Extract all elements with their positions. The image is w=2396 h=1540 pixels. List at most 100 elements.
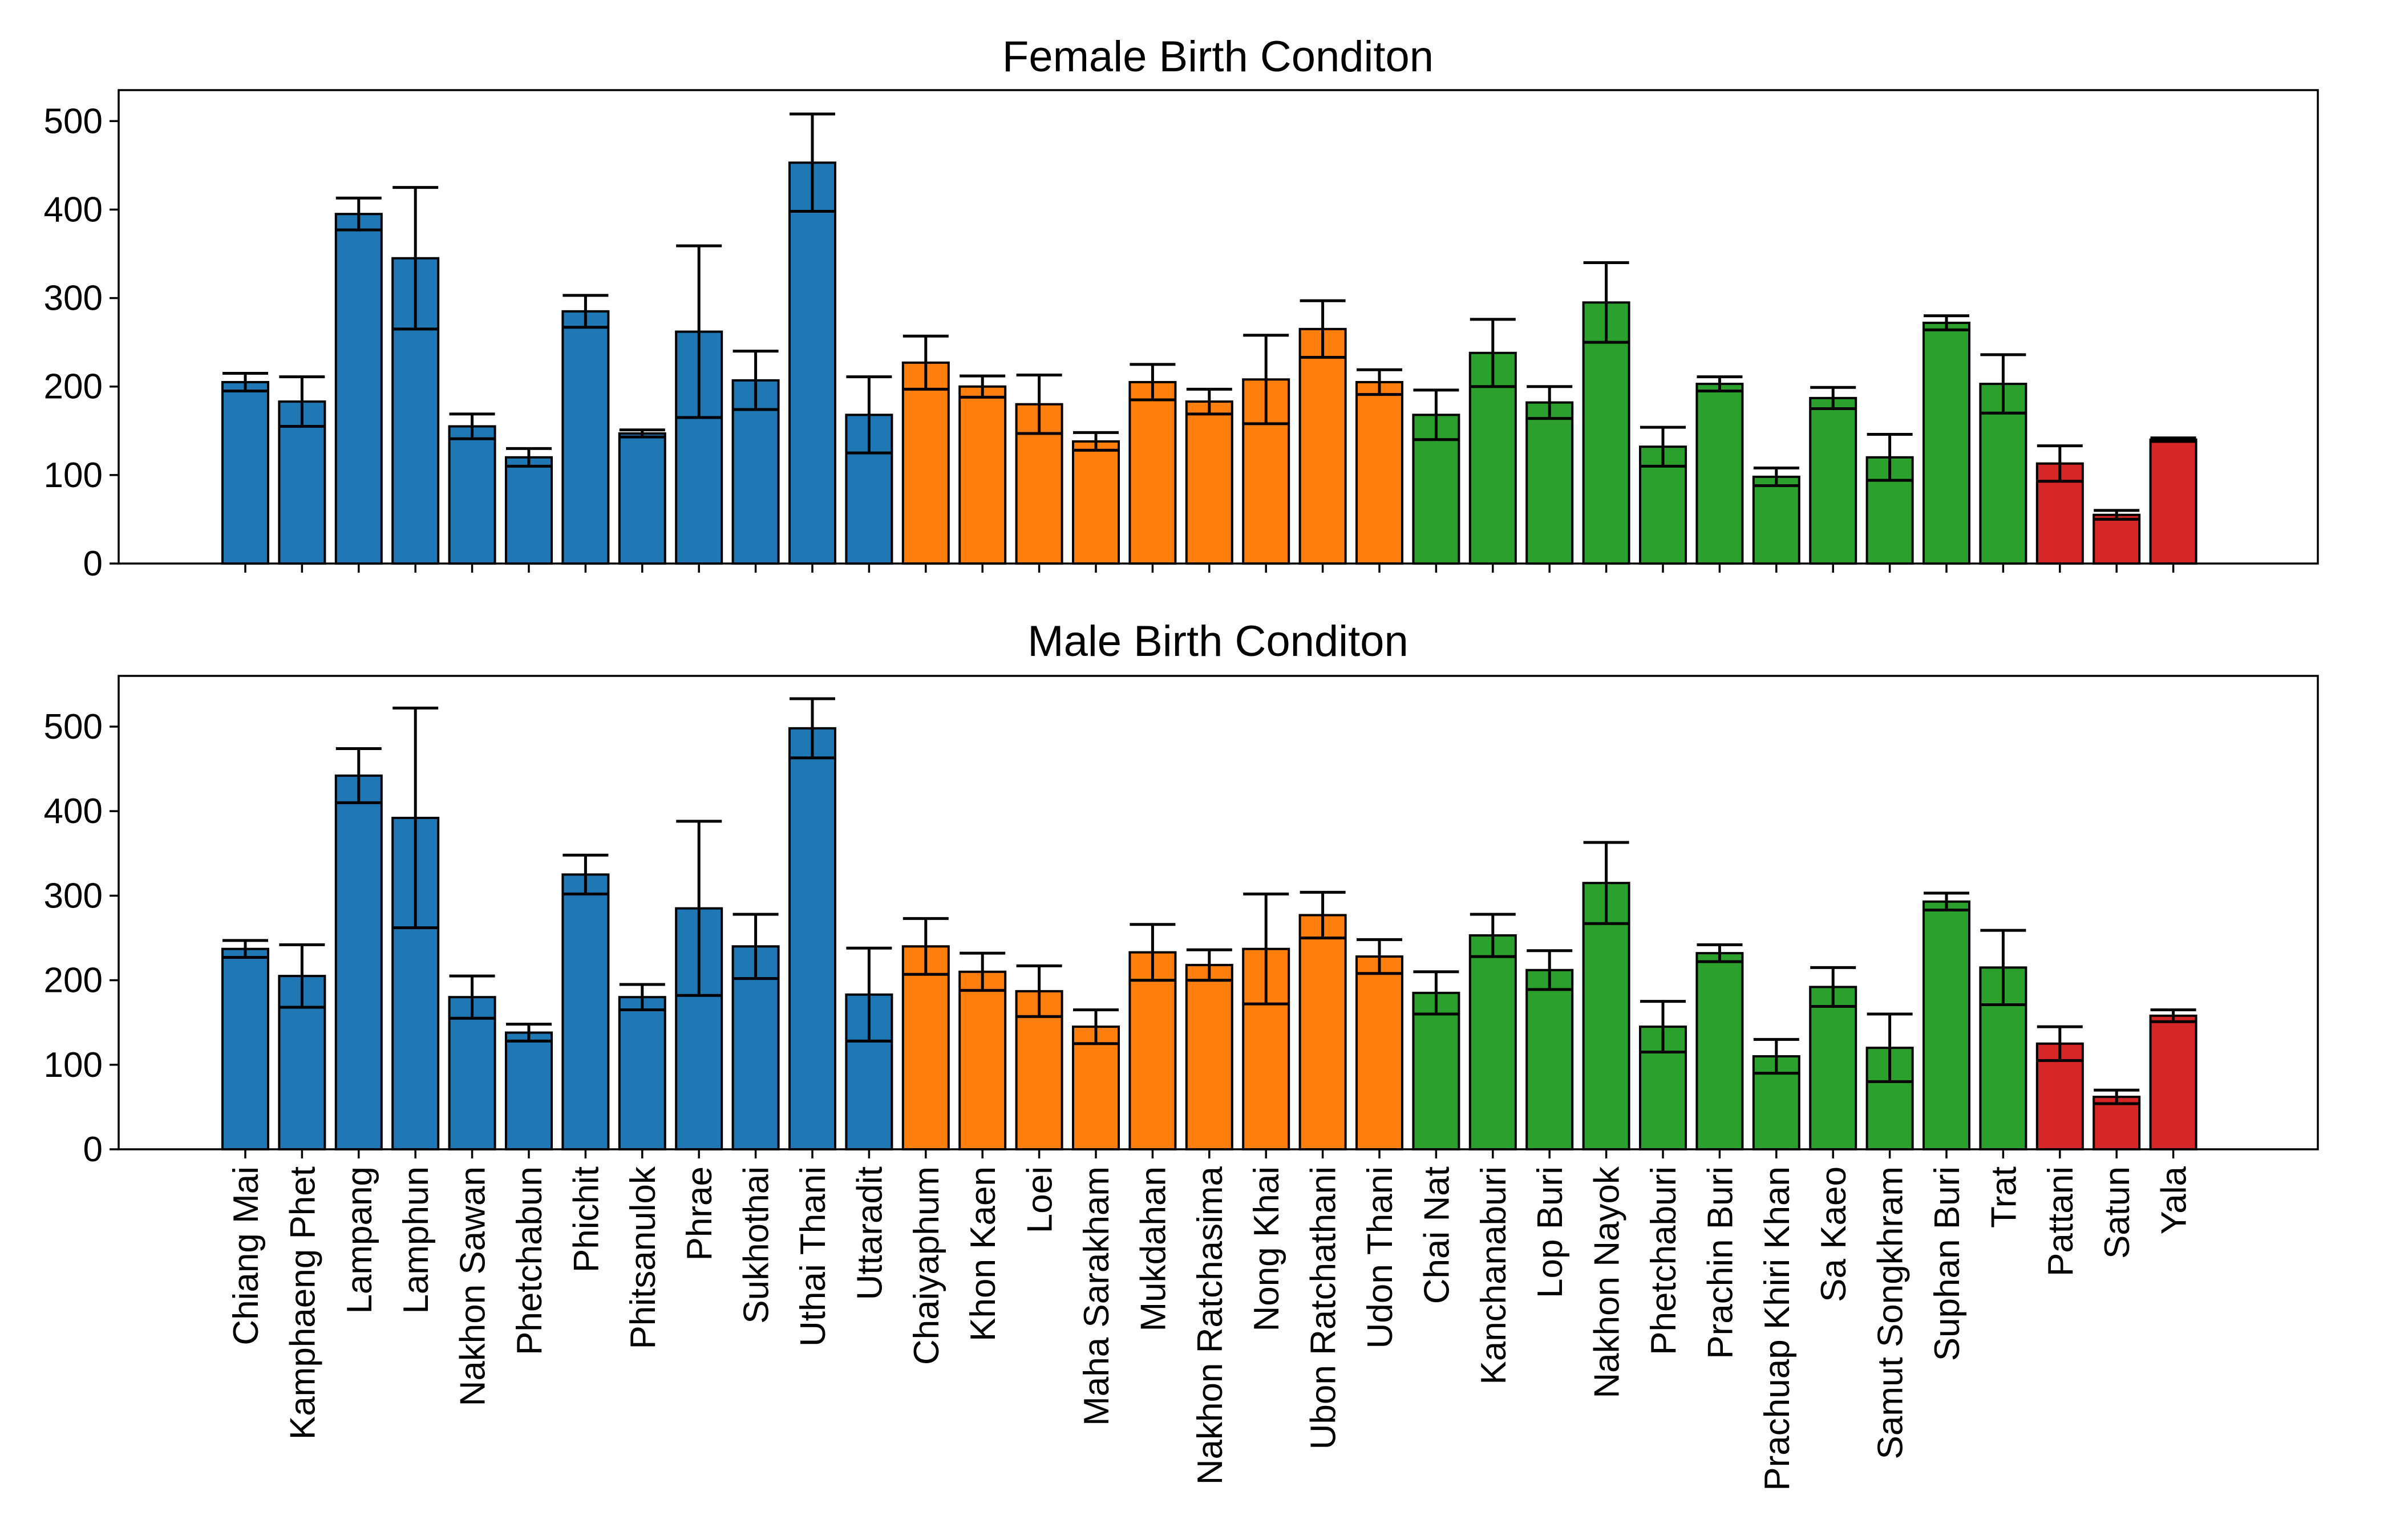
x-tick-label-phitsanulok: Phitsanulok bbox=[624, 1166, 663, 1349]
male-bar-lop-buri bbox=[1525, 968, 1574, 1151]
x-tick-label-satun: Satun bbox=[2098, 1166, 2137, 1259]
female-error-bar-sa-kaeo bbox=[1810, 386, 1856, 411]
female-error-bar-lop-buri bbox=[1527, 385, 1573, 420]
x-tick-label-sa-kaeo: Sa Kaeo bbox=[1814, 1166, 1853, 1302]
male-error-bar-trat bbox=[1980, 929, 2026, 1007]
female-error-bar-nong-khai bbox=[1243, 334, 1289, 425]
male-error-bar-kanchanaburi bbox=[1470, 913, 1516, 958]
male-error-bars bbox=[222, 697, 2196, 1105]
female-error-bar-chai-nat bbox=[1413, 388, 1459, 441]
female-error-bar-phichit bbox=[562, 294, 609, 329]
female-bar-khon-kaen bbox=[958, 385, 1007, 565]
male-error-bar-sukhothai bbox=[732, 913, 779, 980]
female-bar-chiang-mai bbox=[221, 380, 269, 565]
x-tick-label-uthai-thani: Uthai Thani bbox=[794, 1166, 833, 1347]
x-tick-label-phetchabun: Phetchabun bbox=[510, 1166, 549, 1355]
female-bar-phetchabun bbox=[505, 456, 553, 565]
x-tick-label-khon-kaen: Khon Kaen bbox=[964, 1166, 1003, 1342]
female-error-bar-satun bbox=[2094, 509, 2140, 521]
female-error-bar-mukdahan bbox=[1130, 363, 1176, 402]
male-bar-kanchanaburi bbox=[1468, 934, 1517, 1150]
male-y-tick-label: 400 bbox=[44, 792, 103, 831]
x-tick-label-nakhon-sawan: Nakhon Sawan bbox=[454, 1166, 493, 1407]
female-bar-prachin-buri bbox=[1695, 383, 1744, 565]
x-tick-label-lamphun: Lamphun bbox=[396, 1166, 436, 1314]
male-error-bar-nakhon-ratchasima bbox=[1186, 948, 1232, 982]
x-tick-label-prachuap-khiri-khan: Prachuap Khiri Khan bbox=[1758, 1166, 1797, 1491]
male-error-bar-samut-songkhram bbox=[1867, 1012, 1913, 1083]
female-error-bar-trat bbox=[1980, 353, 2026, 415]
male-bar-phichit bbox=[561, 873, 610, 1151]
x-tick-label-chai-nat: Chai Nat bbox=[1417, 1166, 1456, 1304]
female-birth-condition-panel: Female Birth Conditon 0 100 200 300 400 500 bbox=[44, 33, 2319, 583]
x-tick-label-uttaradit: Uttaradit bbox=[850, 1166, 889, 1300]
female-error-bar-phitsanulok bbox=[619, 428, 665, 439]
male-error-bar-phetchabun bbox=[506, 1023, 552, 1043]
female-error-bar-nakhon-ratchasima bbox=[1186, 387, 1232, 416]
x-tick-label-chaiyaphum: Chaiyaphum bbox=[907, 1166, 946, 1365]
female-y-axis: 0 100 200 300 400 500 bbox=[44, 102, 2175, 583]
male-error-bar-prachuap-khiri-khan bbox=[1753, 1038, 1799, 1075]
female-bar-satun bbox=[2093, 513, 2141, 565]
female-error-bar-pattani bbox=[2037, 444, 2083, 483]
female-error-bar-kanchanaburi bbox=[1470, 318, 1516, 388]
male-error-bar-lop-buri bbox=[1527, 949, 1573, 991]
female-error-bar-chiang-mai bbox=[222, 371, 268, 392]
x-tick-label-prachin-buri: Prachin Buri bbox=[1701, 1166, 1740, 1359]
male-error-bar-nong-khai bbox=[1243, 892, 1289, 1006]
female-error-bar-phrae bbox=[676, 244, 722, 419]
male-error-bar-chaiyaphum bbox=[902, 917, 949, 976]
female-bar-ubon-ratchathani bbox=[1298, 327, 1347, 565]
male-error-bar-yala bbox=[2150, 1008, 2196, 1023]
male-bar-yala bbox=[2149, 1014, 2197, 1150]
female-error-bar-udon-thani bbox=[1357, 368, 1402, 396]
male-bar-phitsanulok bbox=[618, 996, 666, 1150]
male-bar-ubon-ratchathani bbox=[1298, 914, 1347, 1150]
male-bar-khon-kaen bbox=[958, 970, 1007, 1150]
female-error-bar-khon-kaen bbox=[960, 374, 1006, 399]
male-bar-nakhon-ratchasima bbox=[1185, 963, 1233, 1150]
female-bar-suphan-buri bbox=[1923, 322, 1970, 565]
x-tick-label-lop-buri: Lop Buri bbox=[1531, 1166, 1570, 1298]
female-error-bar-maha-sarakham bbox=[1073, 431, 1119, 452]
male-error-bar-chiang-mai bbox=[222, 939, 268, 959]
male-bar-chaiyaphum bbox=[901, 945, 950, 1151]
female-error-bar-lamphun bbox=[392, 186, 439, 331]
male-bar-sukhothai bbox=[731, 945, 780, 1151]
x-tick-label-phetchaburi: Phetchaburi bbox=[1644, 1166, 1683, 1355]
male-bar-nakhon-sawan bbox=[448, 996, 496, 1150]
female-error-bar-prachuap-khiri-khan bbox=[1753, 466, 1799, 487]
male-error-bar-udon-thani bbox=[1357, 938, 1402, 975]
male-error-bar-chai-nat bbox=[1413, 970, 1459, 1016]
male-error-bar-suphan-buri bbox=[1924, 891, 1969, 912]
x-tick-label-phrae: Phrae bbox=[680, 1166, 719, 1261]
female-bar-maha-sarakham bbox=[1072, 440, 1120, 565]
male-error-bar-lamphun bbox=[392, 706, 439, 930]
female-bar-lampang bbox=[334, 213, 383, 565]
female-chart-title: Female Birth Conditon bbox=[1002, 33, 1434, 81]
female-y-tick-label: 500 bbox=[44, 102, 103, 141]
male-error-bar-satun bbox=[2094, 1088, 2140, 1105]
male-y-tick-label: 200 bbox=[44, 961, 103, 1000]
male-bar-chai-nat bbox=[1412, 991, 1460, 1151]
female-error-bar-kamphaeng-phet bbox=[279, 375, 325, 428]
x-tick-label-phichit: Phichit bbox=[566, 1166, 606, 1272]
male-birth-condition-panel: Male Birth Conditon 0 100 200 300 400 500 bbox=[44, 617, 2319, 1169]
male-bar-suphan-buri bbox=[1923, 900, 1970, 1151]
x-tick-label-sukhothai: Sukhothai bbox=[737, 1166, 776, 1324]
male-error-bar-nakhon-nayok bbox=[1583, 841, 1629, 925]
female-y-tick-label: 400 bbox=[44, 190, 103, 229]
x-tick-label-maha-sarakham: Maha Sarakham bbox=[1077, 1166, 1116, 1426]
female-error-bar-phetchaburi bbox=[1640, 425, 1686, 468]
female-error-bar-suphan-buri bbox=[1924, 314, 1969, 331]
x-tick-label-nakhon-ratchasima: Nakhon Ratchasima bbox=[1191, 1166, 1230, 1485]
female-error-bar-uthai-thani bbox=[790, 112, 835, 213]
male-bar-chiang-mai bbox=[221, 947, 269, 1151]
female-bar-phichit bbox=[561, 310, 610, 565]
male-error-bar-ubon-ratchathani bbox=[1300, 890, 1346, 939]
x-tick-label-samut-songkhram: Samut Songkhram bbox=[1871, 1166, 1911, 1459]
female-bar-nakhon-sawan bbox=[448, 425, 496, 565]
x-tick-label-yala: Yala bbox=[2155, 1166, 2194, 1234]
female-error-bar-prachin-buri bbox=[1697, 375, 1743, 392]
x-tick-label-kanchanaburi: Kanchanaburi bbox=[1474, 1166, 1513, 1385]
